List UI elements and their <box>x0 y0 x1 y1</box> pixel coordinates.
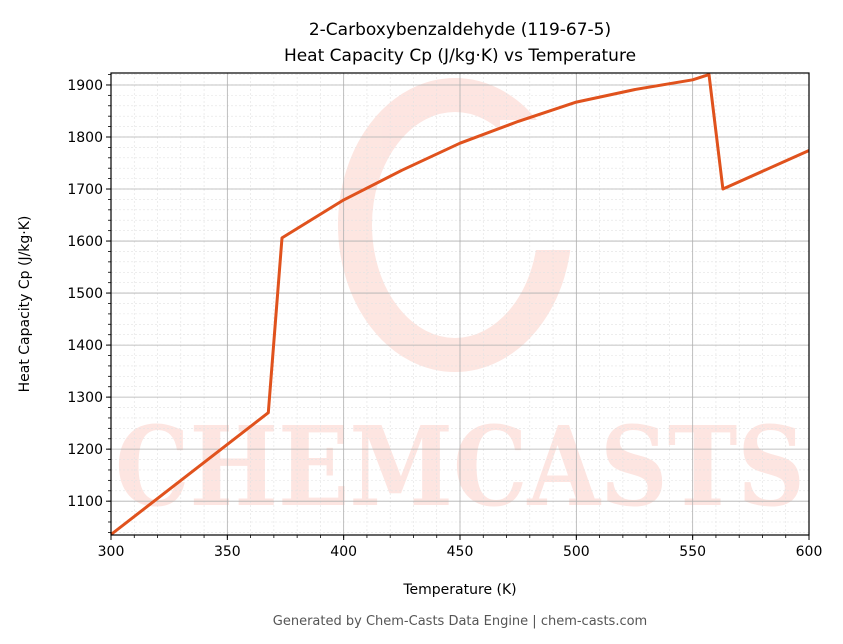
footer-credit: Generated by Chem-Casts Data Engine | ch… <box>273 614 647 629</box>
x-tick-label: 600 <box>796 544 823 560</box>
y-tick-label: 1300 <box>67 390 103 406</box>
x-tick-label: 500 <box>563 544 590 560</box>
chart-title-line1: 2-Carboxybenzaldehyde (119-67-5) <box>309 20 611 40</box>
y-axis-label: Heat Capacity Cp (J/kg·K) <box>17 216 33 393</box>
y-tick-label: 1800 <box>67 130 103 146</box>
major-gridlines <box>110 73 810 535</box>
x-tick-label: 450 <box>447 544 474 560</box>
x-tick-label: 300 <box>98 544 125 560</box>
series-line-cp <box>110 73 810 536</box>
x-axis-label: Temperature (K) <box>402 582 516 598</box>
x-tick-label: 350 <box>214 544 241 560</box>
y-tick-label: 1600 <box>67 234 103 250</box>
watermark-logo-gap <box>500 120 590 250</box>
y-tick-label: 1200 <box>67 442 103 458</box>
y-tick-label: 1700 <box>67 182 103 198</box>
x-tick-label: 550 <box>679 544 706 560</box>
y-tick-label: 1900 <box>67 78 103 94</box>
y-tick-label: 1400 <box>67 338 103 354</box>
y-tick-label: 1100 <box>67 494 103 510</box>
chart-title-line2: Heat Capacity Cp (J/kg·K) vs Temperature <box>284 46 636 66</box>
y-tick-label: 1500 <box>67 286 103 302</box>
series-layer <box>110 73 810 536</box>
axis-ticks: 300 350 400 450 500 550 600 1100 1200 1300 1400 150… <box>67 74 823 560</box>
x-tick-label: 400 <box>330 544 357 560</box>
